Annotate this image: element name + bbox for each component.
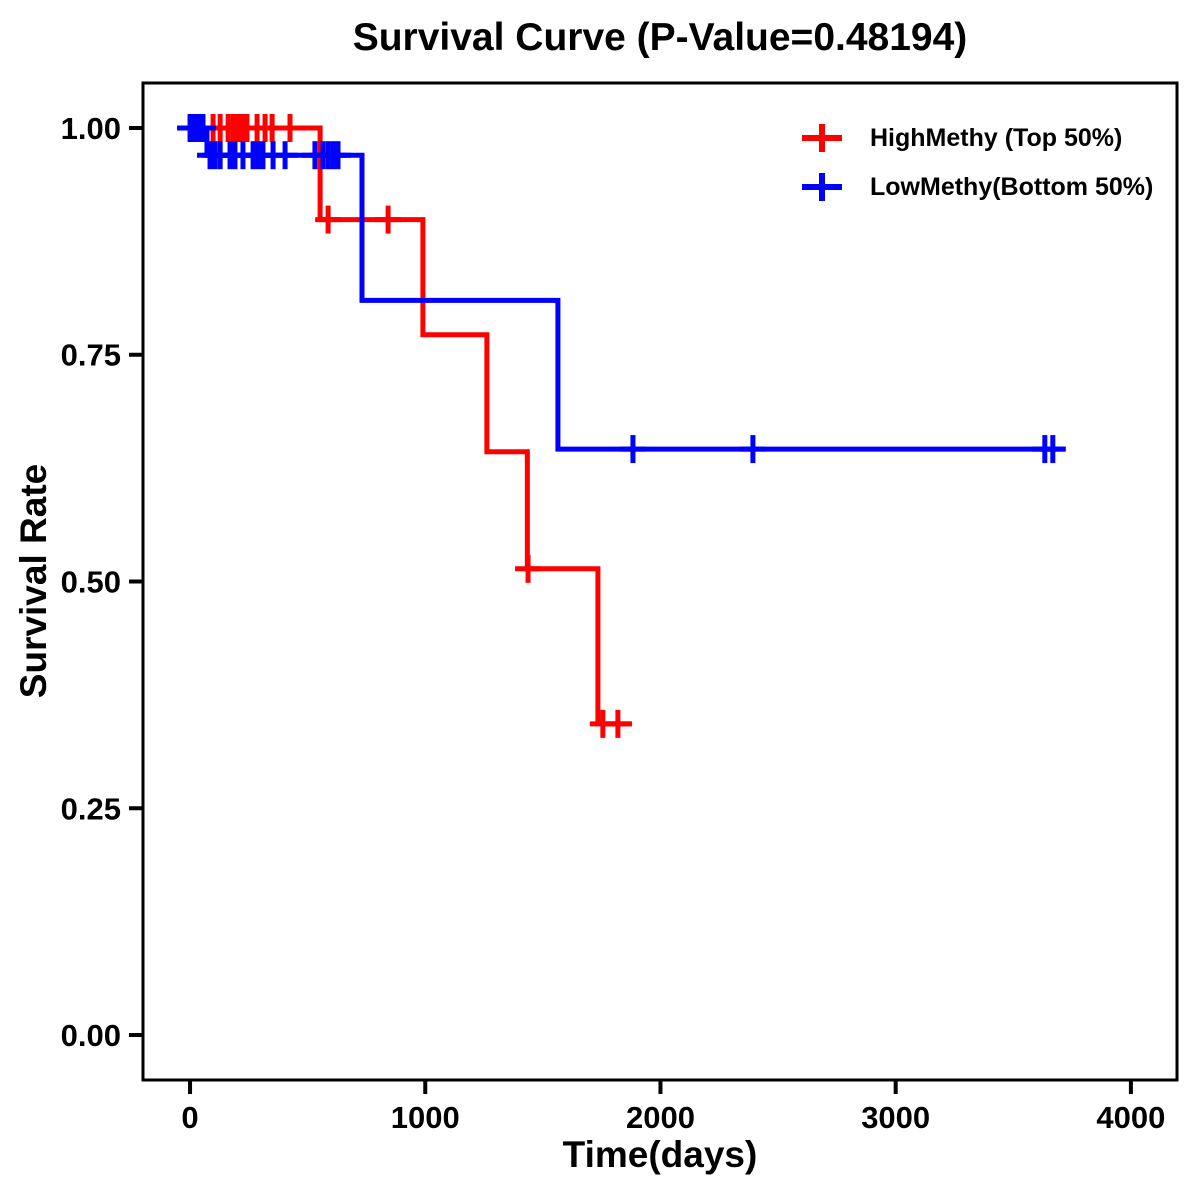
- legend-label-lowmethy: LowMethy(Bottom 50%): [870, 172, 1154, 201]
- x-axis-tick-label: 1000: [391, 1100, 460, 1135]
- survival-curve: [190, 125, 633, 727]
- x-axis-tick-label: 3000: [861, 1100, 930, 1135]
- red-cross-marker-icon: [802, 124, 842, 152]
- x-axis-title: Time(days): [562, 1134, 758, 1175]
- legend-item-lowmethy: LowMethy(Bottom 50%): [800, 169, 1153, 205]
- survival-curve: [190, 125, 1065, 452]
- chart-title: Survival Curve (P-Value=0.48194): [352, 16, 968, 59]
- legend-item-highmethy: HighMethy (Top 50%): [800, 120, 1153, 156]
- y-axis-tick-label: 1.00: [61, 111, 121, 146]
- y-axis-tick-label: 0.75: [61, 338, 121, 373]
- legend: HighMethy (Top 50%) LowMethy(Bottom 50%): [800, 120, 1153, 205]
- legend-label-highmethy: HighMethy (Top 50%): [870, 123, 1123, 152]
- y-axis-tick-label: 0.50: [61, 565, 121, 600]
- plot-border: [141, 81, 1179, 1082]
- y-axis-tick-label: 0.00: [61, 1018, 121, 1053]
- y-axis-tick-label: 0.25: [61, 791, 121, 826]
- x-axis-tick-label: 4000: [1096, 1100, 1165, 1135]
- blue-cross-marker-icon: [802, 173, 842, 201]
- x-axis-tick-label: 0: [181, 1100, 198, 1135]
- x-axis-tick-label: 2000: [626, 1100, 695, 1135]
